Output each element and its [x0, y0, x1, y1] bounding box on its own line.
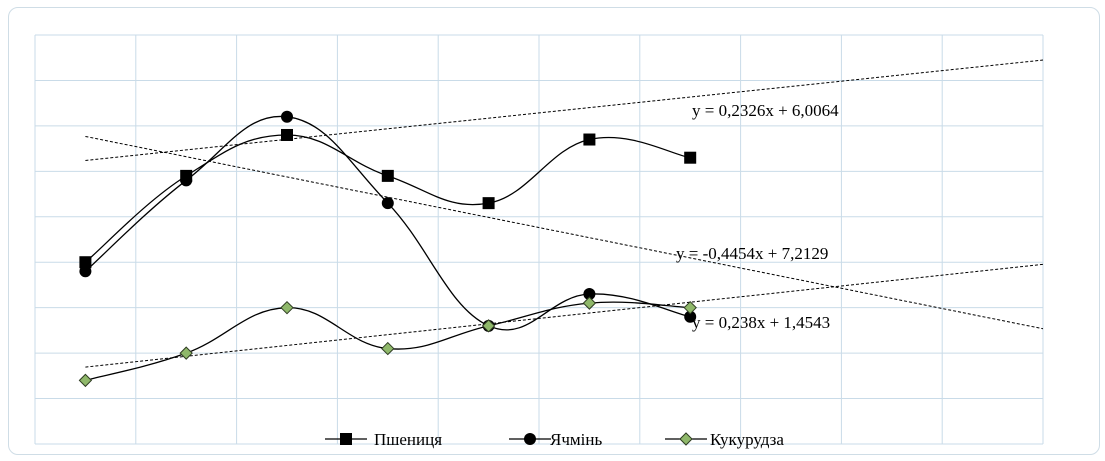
series-lines: [84, 115, 691, 382]
legend-label-3: Кукурудза: [710, 430, 784, 449]
data-point-square: [381, 169, 394, 182]
data-point-circle: [684, 310, 697, 323]
data-point-circle: [180, 174, 193, 187]
data-point-diamond: [78, 373, 93, 388]
legend: Пшениця Ячмінь Кукурудза: [325, 430, 784, 449]
data-point-diamond: [280, 300, 294, 315]
data-point-square: [684, 151, 697, 164]
trendline-1: [85, 59, 1044, 161]
legend-marker-circle: [524, 433, 536, 445]
trendlines: [85, 59, 1044, 368]
legend-marker-diamond: [679, 432, 693, 446]
data-point-circle: [281, 110, 293, 123]
data-point-circle: [381, 197, 394, 210]
legend-label-2: Ячмінь: [550, 430, 602, 449]
legend-label-1: Пшениця: [374, 430, 442, 449]
data-point-diamond: [481, 319, 496, 333]
trendline-equations: y = 0,2326x + 6,0064 y = -0,4454x + 7,212…: [676, 101, 839, 332]
series-line-3: [85, 301, 691, 382]
data-point-square: [482, 197, 495, 210]
data-point-diamond: [683, 300, 697, 315]
data-point-diamond: [179, 346, 193, 360]
data-point-diamond: [381, 341, 395, 356]
data-point-diamond: [582, 296, 597, 310]
trendline-2: [85, 135, 1044, 330]
legend-marker-square: [340, 433, 352, 445]
chart-frame: [8, 7, 1100, 455]
trendline-equation-2: y = -0,4454x + 7,2129: [676, 244, 828, 263]
series-markers: [78, 110, 697, 388]
data-point-square: [281, 128, 293, 141]
data-point-circle: [583, 288, 596, 301]
trendline-equation-1: y = 0,2326x + 6,0064: [692, 101, 839, 120]
data-point-circle: [79, 265, 92, 278]
grid: [34, 34, 1044, 445]
trendline-equation-3: y = 0,238x + 1,4543: [692, 313, 830, 332]
data-point-square: [583, 133, 596, 146]
data-point-square: [79, 256, 92, 269]
series-line-2: [84, 115, 691, 331]
trendline-3: [85, 263, 1044, 368]
